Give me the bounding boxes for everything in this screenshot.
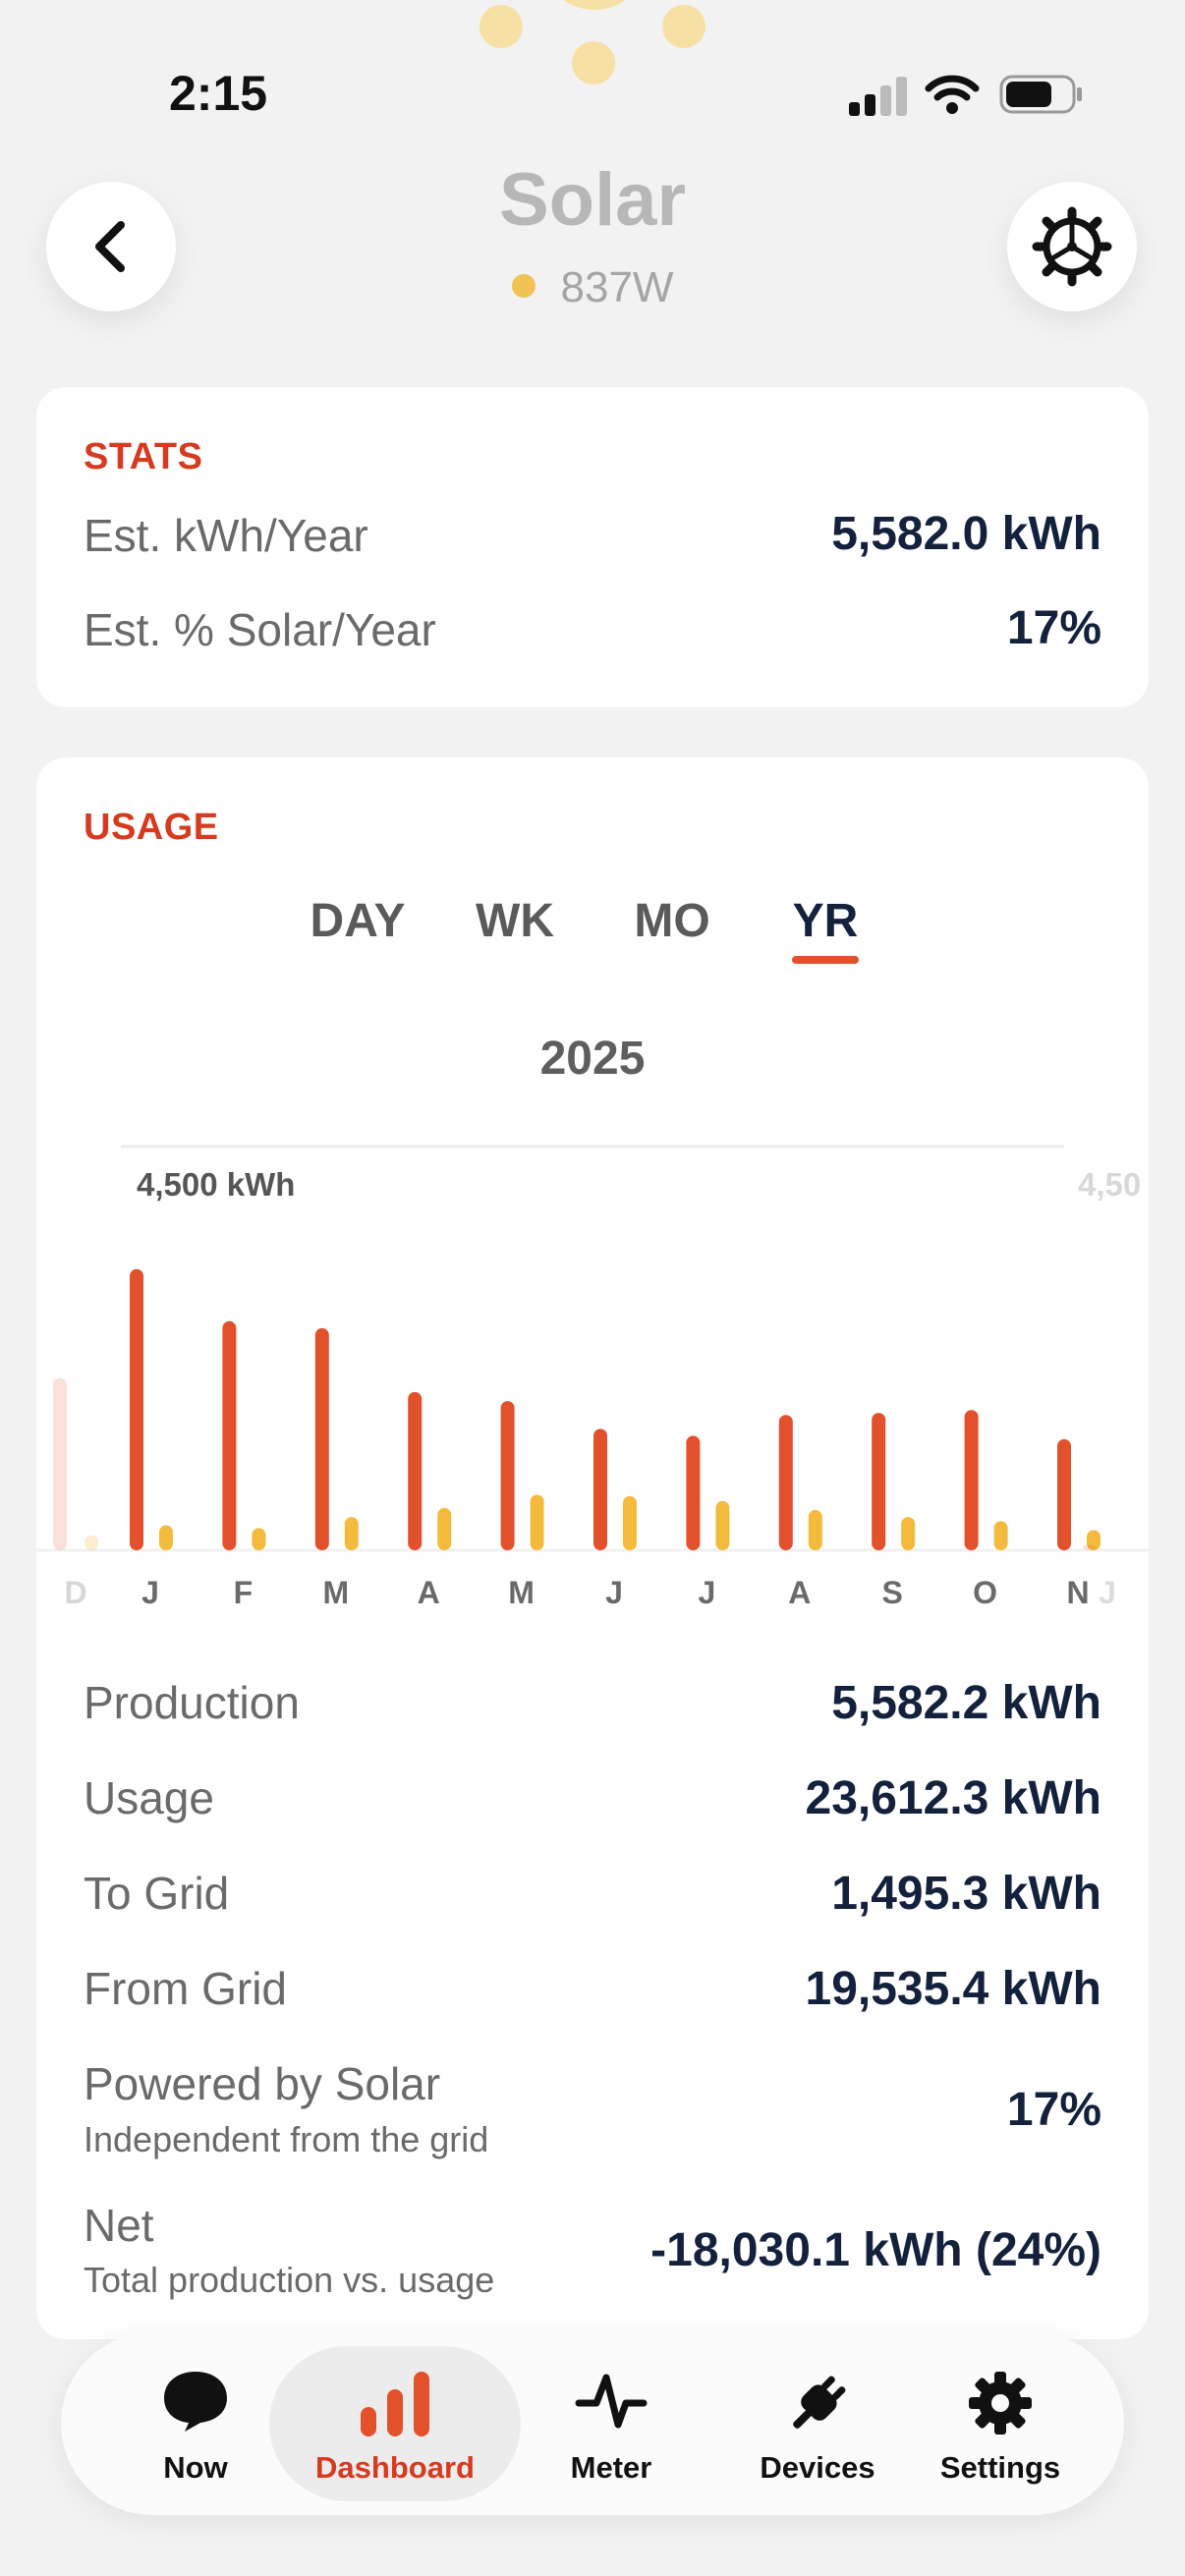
stat-label: Est. kWh/Year: [84, 510, 368, 561]
production-bar[interactable]: [623, 1495, 637, 1550]
nav-devices[interactable]: Devices: [739, 2332, 896, 2515]
x-tick-label: J: [699, 1575, 716, 1610]
x-tick-label: A: [788, 1575, 811, 1610]
summary-value: 19,535.4 kWh: [805, 1963, 1102, 2015]
page-title: Solar: [498, 158, 687, 242]
summary-label: Net: [84, 2200, 154, 2251]
x-tick-label: J: [1099, 1575, 1116, 1610]
usage-bar[interactable]: [130, 1268, 143, 1550]
stats-card: STATS Est. kWh/Year 5,582.0 kWh Est. % S…: [36, 387, 1149, 707]
battery-icon: [999, 75, 1082, 114]
usage-bar-chart[interactable]: 4,500 kWh 4,50 DJFMAMJJASONDJ: [36, 1130, 1149, 1631]
usage-bar[interactable]: [408, 1391, 423, 1550]
selected-tab-indicator: [792, 956, 859, 964]
stats-section-label: STATS: [84, 436, 203, 477]
stat-label: Est. % Solar/Year: [84, 604, 436, 655]
usage-bar[interactable]: [500, 1401, 515, 1550]
current-power: 837W: [0, 263, 1185, 312]
chevron-left-icon: [95, 221, 125, 272]
summary-value: 17%: [1006, 2084, 1101, 2136]
production-bar[interactable]: [808, 1510, 822, 1550]
x-tick-label: A: [418, 1575, 440, 1610]
summary-label: Powered by Solar: [84, 2058, 441, 2109]
power-status-dot: [511, 274, 536, 299]
solar-settings-button[interactable]: [1007, 182, 1137, 311]
usage-bar[interactable]: [778, 1415, 793, 1550]
x-tick-label: S: [882, 1575, 903, 1610]
production-bar[interactable]: [993, 1521, 1008, 1550]
production-bar[interactable]: [85, 1535, 98, 1550]
x-tick-label: J: [141, 1575, 159, 1610]
stat-value: 5,582.0 kWh: [831, 508, 1101, 560]
summary-label: Usage: [84, 1772, 214, 1823]
back-button[interactable]: [46, 182, 176, 311]
status-time: 2:15: [169, 66, 268, 121]
x-tick-label: F: [234, 1575, 254, 1610]
usage-bar[interactable]: [593, 1428, 607, 1550]
wifi-icon: [925, 75, 980, 114]
tab-year[interactable]: YR: [792, 895, 859, 947]
speech-bubble-icon: [164, 2372, 227, 2432]
summary-value: -18,030.1 kWh (24%): [650, 2224, 1101, 2276]
nav-label: Now: [163, 2450, 228, 2485]
x-tick-label: O: [973, 1575, 997, 1610]
production-bar[interactable]: [252, 1528, 266, 1550]
summary-label: Production: [84, 1677, 300, 1728]
usage-bar[interactable]: [53, 1377, 67, 1550]
usage-bar[interactable]: [314, 1327, 329, 1550]
usage-section-label: USAGE: [84, 807, 219, 848]
x-tick-label: J: [605, 1575, 623, 1610]
production-bar[interactable]: [901, 1517, 916, 1550]
summary-sublabel: Independent from the grid: [84, 2119, 489, 2159]
production-bar[interactable]: [715, 1500, 730, 1550]
current-power-value: 837W: [560, 263, 674, 311]
nav-now[interactable]: Now: [90, 2332, 301, 2515]
usage-bar[interactable]: [872, 1413, 886, 1550]
nav-meter[interactable]: Meter: [550, 2332, 672, 2515]
x-tick-label: N: [1066, 1575, 1089, 1610]
production-bar[interactable]: [530, 1494, 544, 1550]
usage-bar[interactable]: [1083, 1544, 1097, 1550]
usage-bar[interactable]: [964, 1410, 979, 1550]
pulse-icon: [575, 2374, 648, 2429]
summary-value: 23,612.3 kWh: [805, 1772, 1102, 1824]
summary-value: 5,582.2 kWh: [831, 1677, 1101, 1729]
production-bar[interactable]: [159, 1525, 173, 1550]
x-tick-label: D: [64, 1575, 86, 1610]
usage-bar[interactable]: [686, 1435, 701, 1550]
x-tick-label: M: [322, 1575, 349, 1610]
tab-month[interactable]: MO: [634, 895, 710, 947]
tab-day[interactable]: DAY: [310, 895, 406, 947]
nav-settings[interactable]: Settings: [922, 2332, 1079, 2515]
cellular-signal-icon: [849, 77, 908, 116]
nav-label: Meter: [570, 2450, 652, 2485]
bottom-nav: Now Dashboard Meter Devices: [61, 2332, 1124, 2515]
production-bar[interactable]: [344, 1517, 359, 1550]
gear-icon: [1032, 206, 1112, 287]
nav-label: Dashboard: [315, 2450, 475, 2485]
period-label: 2025: [539, 1033, 646, 1085]
gear-icon: [969, 2372, 1032, 2435]
bar-chart-icon: [361, 2372, 429, 2436]
faded-reference-label: 4,50: [1078, 1166, 1141, 1203]
summary-sublabel: Total production vs. usage: [84, 2260, 495, 2300]
usage-card: USAGE: [36, 757, 1149, 2339]
x-tick-label: M: [508, 1575, 535, 1610]
usage-bar[interactable]: [222, 1320, 237, 1550]
nav-dashboard[interactable]: Dashboard: [269, 2332, 521, 2515]
summary-value: 1,495.3 kWh: [831, 1868, 1101, 1920]
usage-bar[interactable]: [1057, 1438, 1071, 1550]
production-bar[interactable]: [437, 1507, 452, 1550]
nav-label: Settings: [939, 2450, 1061, 2485]
tab-week[interactable]: WK: [476, 895, 554, 947]
plug-icon: [793, 2376, 846, 2429]
summary-label: To Grid: [84, 1868, 230, 1919]
nav-label: Devices: [760, 2450, 875, 2485]
production-bar[interactable]: [1087, 1530, 1100, 1550]
reference-line-label: 4,500 kWh: [137, 1166, 295, 1203]
stat-value: 17%: [1006, 602, 1101, 654]
summary-label: From Grid: [84, 1963, 287, 2014]
usage-summary: Production 5,582.2 kWh Usage 23,612.3 kW…: [36, 0, 1149, 2358]
